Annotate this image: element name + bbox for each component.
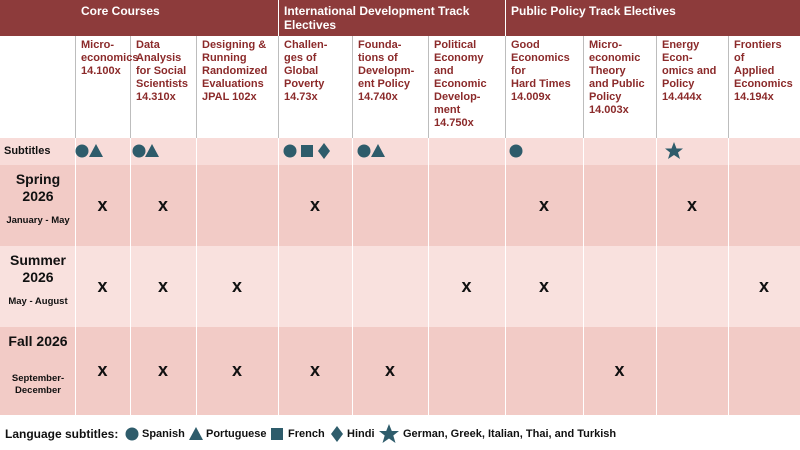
group-header: Public Policy Track Electives [511,4,676,18]
divider [428,36,429,138]
legend-item: Spanish [142,428,185,440]
legend-icons [125,424,399,443]
divider [583,36,584,138]
divider [656,138,657,415]
availability-mark: x [461,275,472,296]
divider [278,36,279,138]
availability-mark: x [231,275,242,296]
divider [130,36,131,138]
availability-mark: x [97,275,108,296]
divider [656,36,657,138]
divider [130,138,131,415]
subtitle-icons [75,142,683,159]
legend-item: German, Greek, Italian, Thai, and Turkis… [403,428,617,440]
group-header: Core Courses [81,4,160,18]
course-header: Founda- tions of Developm- ent Policy 14… [358,39,415,103]
term: Summer 2026 [9,252,67,285]
course-header: Frontiers of Applied Economics 14.194x [734,39,793,103]
header-band [0,0,800,36]
term: Spring 2026 [15,171,61,204]
course-header: Micro- economic Theory and Public Policy… [589,39,645,116]
row-band [0,165,800,246]
availability-mark: x [231,360,242,380]
divider [278,0,279,36]
course-header: Designing & Running Randomized Evaluatio… [202,39,268,103]
divider [428,138,429,415]
legend-item: Portuguese [206,428,267,440]
availability-mark: x [97,360,108,380]
divider [505,0,506,36]
legend-item: Hindi [347,428,375,440]
divider [196,36,197,138]
months: September-December [11,373,65,396]
availability-mark: x [309,194,320,215]
availability-mark: x [157,275,168,296]
months: January - May [6,215,70,226]
row-band [0,327,800,415]
subtitles-label: Subtitles [4,145,51,157]
course-header: Micro- economics 14.100x [81,39,139,77]
divider [278,138,279,415]
term: Fall 2026 [8,333,68,349]
row-band [0,246,800,327]
legend-title: Language subtitles: [5,427,119,441]
availability-mark: x [538,275,549,296]
course-header: Challen- ges of Global Poverty 14.73x [284,39,328,103]
course-header: Energy Econ- omics and Policy 14.444x [662,39,717,103]
group-header: International Development Track Elective… [284,4,470,32]
course-header: Data Analysis for Social Scientists 14.3… [136,39,188,103]
availability-mark: x [97,194,108,215]
availability-mark: x [538,194,549,215]
course-header: Good Economics for Hard Times 14.009x [511,39,571,103]
divider [583,138,584,415]
divider [75,138,76,415]
availability-mark: x [157,194,168,215]
availability-mark: x [686,194,697,215]
availability-mark: x [758,275,769,296]
divider [728,36,729,138]
divider [352,138,353,415]
divider [505,138,506,415]
legend-item: French [288,428,325,440]
divider [505,36,506,138]
divider [728,138,729,415]
availability-mark: x [309,360,320,380]
course-header: Political Economy and Economic Develop- … [434,39,487,129]
divider [75,36,76,138]
months: May - August [8,296,68,307]
availability-mark: x [384,360,395,380]
availability-mark: x [614,360,625,380]
availability-mark: x [157,360,168,380]
divider [352,36,353,138]
divider [196,138,197,415]
